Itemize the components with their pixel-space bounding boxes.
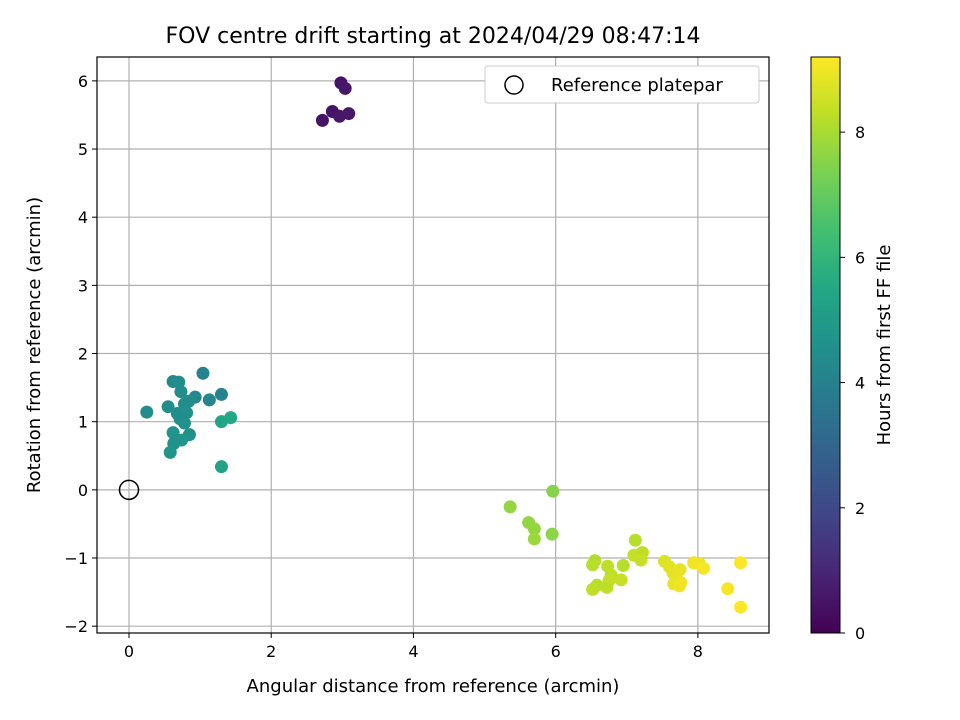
y-tick-label: −2 bbox=[64, 617, 88, 636]
y-tick-label: −1 bbox=[64, 549, 88, 568]
legend-box bbox=[484, 65, 760, 104]
scatter-point bbox=[214, 460, 228, 474]
scatter-point bbox=[224, 411, 238, 425]
scatter-point bbox=[616, 559, 630, 573]
scatter-point bbox=[634, 553, 648, 567]
x-axis-label: Angular distance from reference (arcmin) bbox=[247, 676, 620, 697]
scatter-point bbox=[174, 385, 188, 399]
scatter-point bbox=[628, 533, 642, 547]
colorbar: 0 2 4 6 8 Hours from first FF file bbox=[810, 56, 895, 643]
scatter-point bbox=[527, 522, 541, 536]
y-tick-label: 1 bbox=[78, 413, 88, 432]
scatter-point bbox=[214, 387, 228, 401]
scatter-point bbox=[166, 426, 180, 440]
scatter-point bbox=[527, 532, 541, 546]
plot-frame bbox=[96, 56, 770, 634]
y-tick-label: 4 bbox=[78, 208, 88, 227]
colorbar-tick-label: 2 bbox=[855, 499, 865, 518]
x-tick-label: 0 bbox=[124, 642, 134, 661]
scatter-point bbox=[697, 561, 711, 575]
scatter-point bbox=[546, 484, 560, 498]
scatter-point bbox=[672, 579, 686, 593]
reference-platepar-marker bbox=[118, 479, 140, 501]
y-tick-label: 3 bbox=[78, 276, 88, 295]
grid-lines bbox=[97, 57, 769, 633]
scatter-point bbox=[503, 500, 517, 514]
scatter-point bbox=[177, 416, 191, 430]
y-tick-label: 6 bbox=[78, 72, 88, 91]
y-tick-label: 5 bbox=[78, 140, 88, 159]
colorbar-tick-label: 8 bbox=[855, 123, 865, 142]
colorbar-label: Hours from first FF file bbox=[874, 245, 895, 446]
scatter-point bbox=[734, 600, 748, 614]
reference-marker-layer bbox=[118, 479, 140, 501]
scatter-point bbox=[342, 107, 356, 121]
scatter-point bbox=[315, 113, 329, 127]
y-axis-label: Rotation from reference (arcmin) bbox=[24, 197, 45, 493]
scatter-point bbox=[734, 556, 748, 570]
scatter-point bbox=[600, 580, 614, 594]
x-axis-ticks: 0 2 4 6 8 bbox=[124, 633, 703, 661]
x-tick-label: 8 bbox=[693, 642, 703, 661]
colorbar-gradient bbox=[810, 56, 841, 634]
scatter-point bbox=[161, 400, 175, 414]
scatter-point bbox=[673, 563, 687, 577]
scatter-point bbox=[586, 558, 600, 572]
colorbar-tick-label: 4 bbox=[855, 374, 865, 393]
legend: Reference platepar bbox=[484, 65, 760, 104]
x-tick-label: 4 bbox=[408, 642, 418, 661]
x-tick-label: 6 bbox=[551, 642, 561, 661]
legend-label-reference-platepar: Reference platepar bbox=[551, 75, 723, 96]
scatter-point bbox=[202, 393, 216, 407]
colorbar-tick-label: 6 bbox=[855, 248, 865, 267]
x-tick-label: 2 bbox=[266, 642, 276, 661]
y-axis-ticks: −2 −1 0 1 2 3 4 5 6 bbox=[64, 72, 97, 636]
legend-reference-marker bbox=[504, 75, 524, 95]
chart-title: FOV centre drift starting at 2024/04/29 … bbox=[166, 24, 701, 49]
scatter-point bbox=[614, 573, 628, 587]
data-points bbox=[140, 76, 748, 614]
y-tick-label: 2 bbox=[78, 345, 88, 364]
scatter-point bbox=[721, 582, 735, 596]
scatter-point bbox=[196, 366, 210, 380]
colorbar-ticks: 0 2 4 6 8 bbox=[840, 123, 865, 643]
scatter-point bbox=[338, 81, 352, 95]
scatter-point bbox=[586, 582, 600, 596]
y-tick-label: 0 bbox=[78, 481, 88, 500]
scatter-point bbox=[163, 445, 177, 459]
colorbar-tick-label: 0 bbox=[855, 624, 865, 643]
scatter-point bbox=[545, 527, 559, 541]
scatter-point bbox=[140, 405, 154, 419]
